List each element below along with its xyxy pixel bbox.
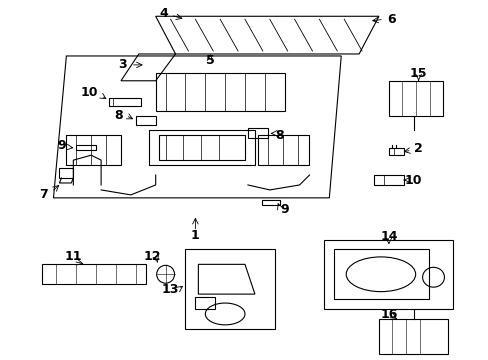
Text: 7: 7 xyxy=(39,188,48,201)
Text: 8: 8 xyxy=(114,109,123,122)
Text: 9: 9 xyxy=(280,203,288,216)
Text: 13: 13 xyxy=(162,283,179,296)
Text: 9: 9 xyxy=(57,139,65,152)
Text: 10: 10 xyxy=(81,86,98,99)
Text: 12: 12 xyxy=(143,250,161,263)
Text: 14: 14 xyxy=(379,230,397,243)
Text: 5: 5 xyxy=(205,54,214,67)
Text: 6: 6 xyxy=(387,13,395,26)
Text: 15: 15 xyxy=(409,67,427,80)
Text: 4: 4 xyxy=(159,7,168,20)
Text: 8: 8 xyxy=(275,129,284,142)
Text: 11: 11 xyxy=(64,250,82,263)
Text: 3: 3 xyxy=(119,58,127,71)
Text: 2: 2 xyxy=(413,142,422,155)
Text: 16: 16 xyxy=(379,309,397,321)
Text: 1: 1 xyxy=(191,229,200,242)
Text: 10: 10 xyxy=(404,174,422,186)
